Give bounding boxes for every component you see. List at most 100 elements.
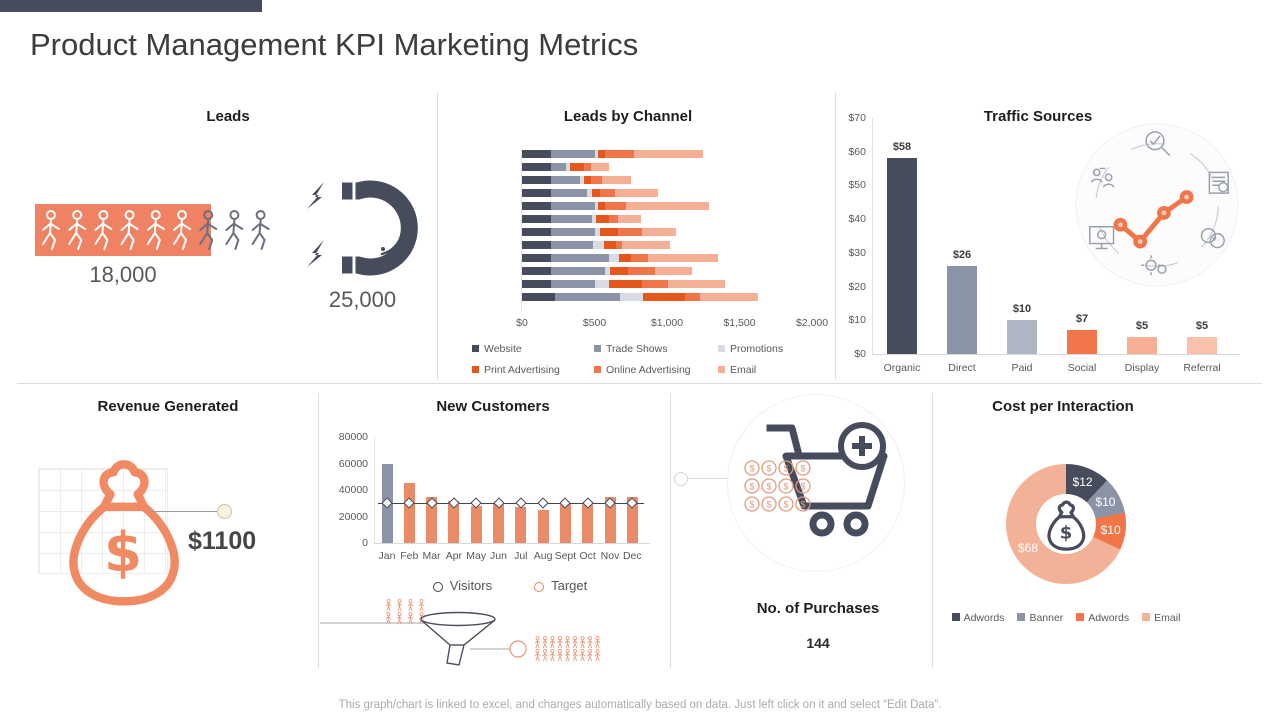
stacked-bar	[522, 189, 758, 197]
bar	[1067, 330, 1097, 354]
target-line	[378, 502, 644, 504]
bar	[582, 503, 594, 543]
axis-tick-label: 80000	[338, 431, 368, 443]
slice-value-label: $12	[1072, 475, 1093, 490]
axis-tick-label: $10	[848, 314, 866, 327]
svg-text:$: $	[800, 482, 805, 492]
traffic-sources-plot: $58 Organic $26 Direct $10 Paid $7 Social $5 Disp…	[872, 118, 1240, 378]
axis-tick-label: $0	[516, 317, 528, 329]
bar	[403, 483, 415, 543]
leads-by-channel-bars	[522, 150, 759, 306]
bar-value-label: $58	[892, 141, 912, 154]
axis-tick-label: $50	[848, 179, 866, 192]
header-accent-bar	[0, 0, 262, 12]
legend-item: Trade Shows	[594, 343, 718, 355]
legend-item: Banner	[1017, 612, 1063, 624]
legend-item: Target	[534, 578, 587, 593]
stacked-bar	[522, 202, 758, 210]
bar	[515, 507, 527, 543]
axis-category-label: Jan	[378, 550, 396, 562]
bar	[947, 266, 977, 354]
stacked-bar	[522, 293, 759, 301]
traffic-sources-title: Traffic Sources	[983, 108, 1093, 125]
bar-value-label: $5	[1195, 320, 1209, 333]
legend-item: Website	[472, 343, 594, 355]
revenue-value: $1100	[188, 527, 257, 555]
bar-value-label: $7	[1075, 313, 1089, 326]
axis-category-label: Nov	[600, 550, 620, 562]
legend-item: Email	[1142, 612, 1180, 624]
page-title: Product Management KPI Marketing Metrics	[30, 27, 639, 62]
legend-item: Promotions	[718, 343, 814, 355]
svg-text:$: $	[766, 482, 771, 492]
axis-tick-label: $60	[848, 145, 866, 158]
axis-category-label: Feb	[400, 550, 419, 562]
axis-category-label: Social	[1067, 362, 1097, 374]
bar	[448, 500, 460, 543]
new-customers-yaxis: 0 20000 40000 60000 80000	[328, 431, 368, 551]
axis-tick-label: 60000	[338, 457, 368, 470]
bar	[1127, 337, 1157, 354]
bar	[626, 496, 638, 543]
stacked-bar	[522, 215, 758, 223]
legend-item: Online Advertising	[594, 364, 718, 376]
legend-item: Print Advertising	[472, 364, 594, 376]
connector-line	[687, 478, 737, 479]
leads-by-channel-title: Leads by Channel	[563, 108, 693, 125]
axis-tick-label: 40000	[338, 484, 368, 496]
connector-line	[150, 511, 217, 512]
axis-line	[521, 150, 522, 312]
leads-highlight-value: 18,000	[89, 262, 157, 287]
axis-tick-label: $1,000	[650, 317, 684, 329]
axis-category-label: Dec	[622, 550, 642, 562]
axis-tick-label: $500	[582, 317, 607, 329]
new-customers-legend: Visitors Target	[375, 578, 645, 593]
stacked-bar	[522, 150, 758, 158]
axis-tick-label: 20000	[338, 510, 368, 523]
leads-total-value: 25,000	[328, 287, 397, 312]
funnel-graphic	[318, 592, 620, 679]
shopping-cart-icon: $ $ $ $ $ $ $ $ $ $ $ $	[738, 416, 896, 553]
axis-category-label: Jul	[514, 550, 528, 562]
magnet-icon	[298, 168, 430, 293]
purchases-value: 144	[806, 635, 830, 651]
axis-category-label: Paid	[1011, 362, 1033, 374]
stacked-bar	[522, 241, 758, 249]
bar	[470, 505, 482, 543]
money-bag-icon: $	[60, 452, 186, 615]
donut-money-bag-icon: $	[1044, 498, 1088, 557]
axis-line	[374, 437, 375, 543]
revenue-title: Revenue Generated	[97, 398, 239, 415]
stacked-bar	[522, 163, 758, 171]
stacked-bar	[522, 254, 758, 262]
bar	[1187, 337, 1217, 354]
axis-tick-label: $2,000	[795, 317, 829, 329]
axis-category-label: Apr	[445, 550, 463, 562]
bar	[493, 503, 504, 543]
bar-value-label: $5	[1135, 320, 1149, 333]
axis-category-label: Organic	[883, 362, 921, 374]
divider	[437, 92, 438, 380]
stacked-bar	[522, 228, 758, 236]
bar-value-label: $26	[952, 249, 972, 262]
axis-line	[872, 354, 1240, 355]
cost-per-interaction-donut: $12 $10 $10 $68 $	[1006, 464, 1126, 584]
bar	[426, 496, 438, 543]
slice-value-label: $10	[1100, 522, 1121, 537]
stacked-bar	[522, 267, 758, 275]
svg-text:$: $	[1060, 522, 1073, 543]
donut-hole	[1036, 494, 1096, 554]
axis-category-label: Mar	[422, 550, 441, 562]
stacked-bar	[522, 176, 758, 184]
axis-tick-label: $40	[848, 213, 866, 226]
traffic-sources-yaxis: $0 $10 $20 $30 $40 $50 $60 $70	[838, 112, 866, 362]
bar	[604, 496, 616, 543]
leads-pictograph	[38, 208, 293, 257]
leads-by-channel-xaxis: $0 $500 $1,000 $1,500 $2,000	[516, 317, 828, 331]
axis-category-label: Jun	[490, 550, 507, 562]
axis-category-label: Oct	[579, 550, 596, 562]
legend-item: Adwords	[951, 612, 1004, 624]
divider	[835, 92, 836, 380]
legend-item: Adwords	[1076, 612, 1129, 624]
bar	[537, 509, 549, 543]
